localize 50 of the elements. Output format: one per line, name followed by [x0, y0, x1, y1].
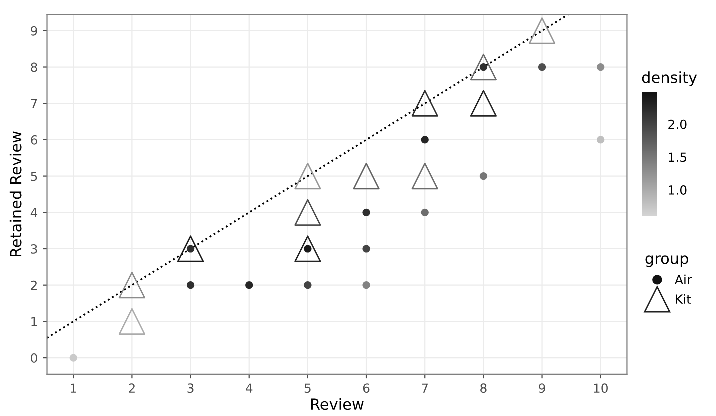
y-tick-label: 1 [32, 317, 38, 326]
x-tick-label: 1 [71, 384, 76, 393]
point [294, 236, 322, 262]
legend-label: Air [675, 274, 692, 284]
point [470, 90, 497, 117]
x-tick-label: 6 [363, 384, 370, 394]
y-tick-label: 5 [31, 172, 38, 182]
point [118, 308, 146, 336]
point [412, 162, 438, 190]
x-tick-label: 7 [422, 384, 428, 393]
point [362, 245, 370, 253]
x-axis-title: Review [311, 398, 364, 410]
y-tick-label: 3 [31, 244, 38, 254]
y-axis-title: Retained Review [10, 132, 22, 257]
y-tick-label: 0 [31, 354, 38, 363]
y-tick-label: 9 [31, 26, 38, 36]
color-bar-label: 1.5 [669, 152, 686, 162]
point [353, 162, 380, 190]
point [480, 172, 488, 180]
point [304, 282, 312, 290]
color-bar-label: 1.0 [669, 186, 687, 195]
point [186, 282, 195, 290]
x-tick-label: 5 [304, 384, 311, 394]
x-tick-label: 10 [594, 384, 608, 394]
point [118, 272, 146, 299]
point [70, 354, 78, 362]
color-bar-title: density [642, 72, 698, 86]
point [177, 236, 204, 262]
x-tick-label: 3 [188, 384, 194, 394]
x-tick-label: 2 [129, 384, 135, 393]
point [470, 54, 497, 81]
point [294, 162, 322, 190]
legend-title: group [646, 256, 688, 268]
point [538, 63, 546, 72]
y-tick-label: 8 [31, 62, 38, 72]
x-tick-label: 8 [480, 384, 487, 394]
x-tick-label: 4 [246, 384, 253, 393]
point [597, 63, 605, 72]
y-tick-label: 6 [31, 135, 38, 145]
color-bar-label: 2.0 [668, 120, 687, 130]
y-tick-label: 4 [30, 208, 38, 218]
y-tick-label: 7 [31, 99, 38, 108]
point [597, 136, 605, 144]
y-tick-label: 2 [31, 280, 37, 290]
point [294, 199, 322, 226]
legend-label: Kit [676, 294, 692, 304]
point [362, 208, 370, 216]
point [528, 18, 556, 44]
x-tick-label: 9 [539, 384, 546, 394]
point [362, 282, 370, 290]
